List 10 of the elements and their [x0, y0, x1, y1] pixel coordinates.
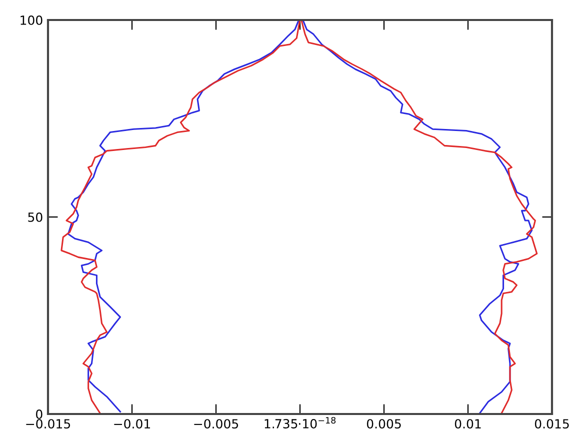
x-tick-label: −0.01: [114, 419, 150, 429]
y-tick-label: 50: [28, 212, 42, 222]
x-tick-label: 1.735·10$^{−18}$: [264, 416, 336, 428]
y-tick-label: 0: [36, 409, 42, 419]
x-tick-label: 0.01: [454, 419, 481, 429]
x-tick-label: 0.005: [366, 419, 401, 429]
x-tick-label: −0.005: [194, 419, 238, 429]
y-tick-label: 100: [20, 15, 42, 25]
x-tick-label: −0.015: [26, 419, 70, 429]
x-tick-label: 0.015: [534, 419, 569, 429]
